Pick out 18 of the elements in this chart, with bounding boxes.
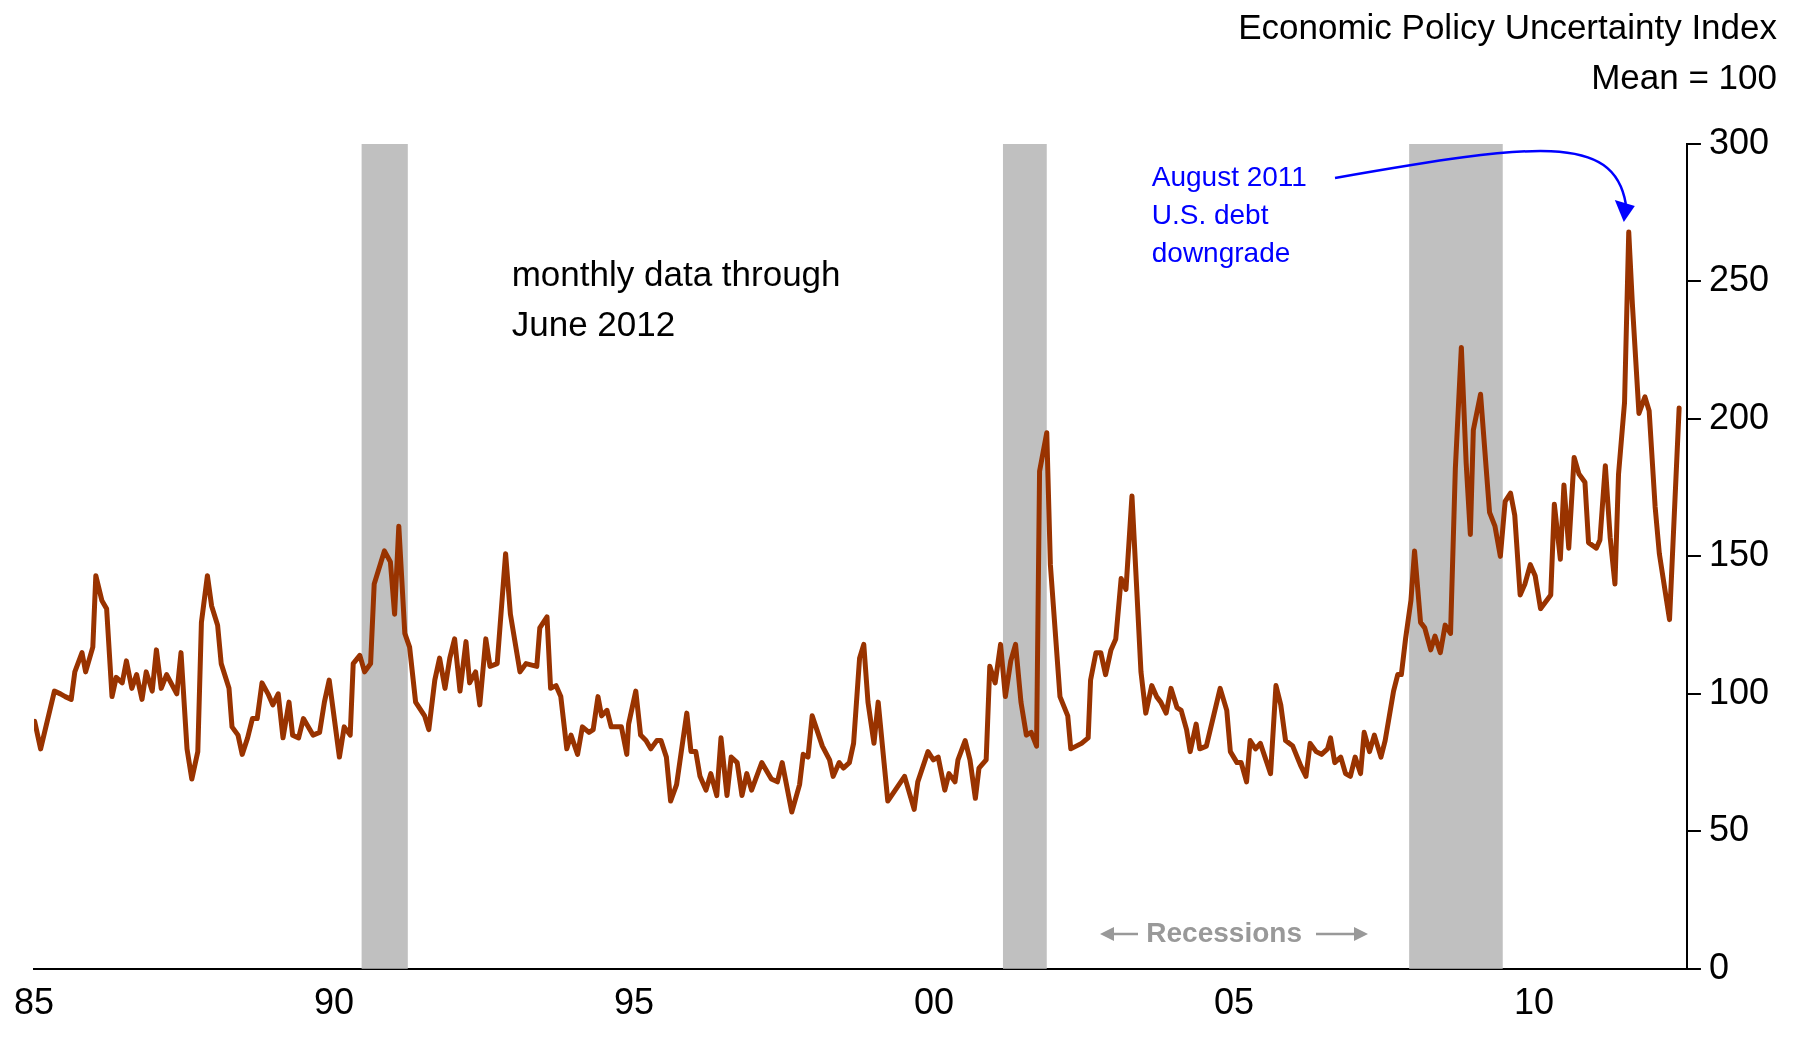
y-tick-label: 300 <box>1708 120 1770 162</box>
annotation: monthly data through June 2012 <box>511 254 841 344</box>
x-tick-label: 85 <box>14 981 55 1023</box>
y-tick-label: 50 <box>1708 808 1749 850</box>
y-tick-label: 150 <box>1708 533 1770 575</box>
x-tick-label: 90 <box>313 981 355 1023</box>
chart-subtitle: Mean = 100 <box>1591 56 1777 96</box>
chart-title: Economic Policy Uncertainty Index <box>1238 6 1778 46</box>
y-tick-label: 250 <box>1708 258 1770 300</box>
x-tick-label: 00 <box>913 981 954 1023</box>
y-tick-label: 200 <box>1708 395 1770 437</box>
x-tick-label: 05 <box>1213 981 1254 1023</box>
y-tick-label: 100 <box>1708 670 1770 712</box>
x-tick-label: 95 <box>613 981 655 1023</box>
annotation: August 2011 U.S. debt downgrade <box>1151 160 1307 268</box>
x-tick-label: 10 <box>1513 981 1554 1023</box>
annotation: Recessions <box>1146 916 1302 948</box>
y-tick-label: 0 <box>1708 945 1729 987</box>
